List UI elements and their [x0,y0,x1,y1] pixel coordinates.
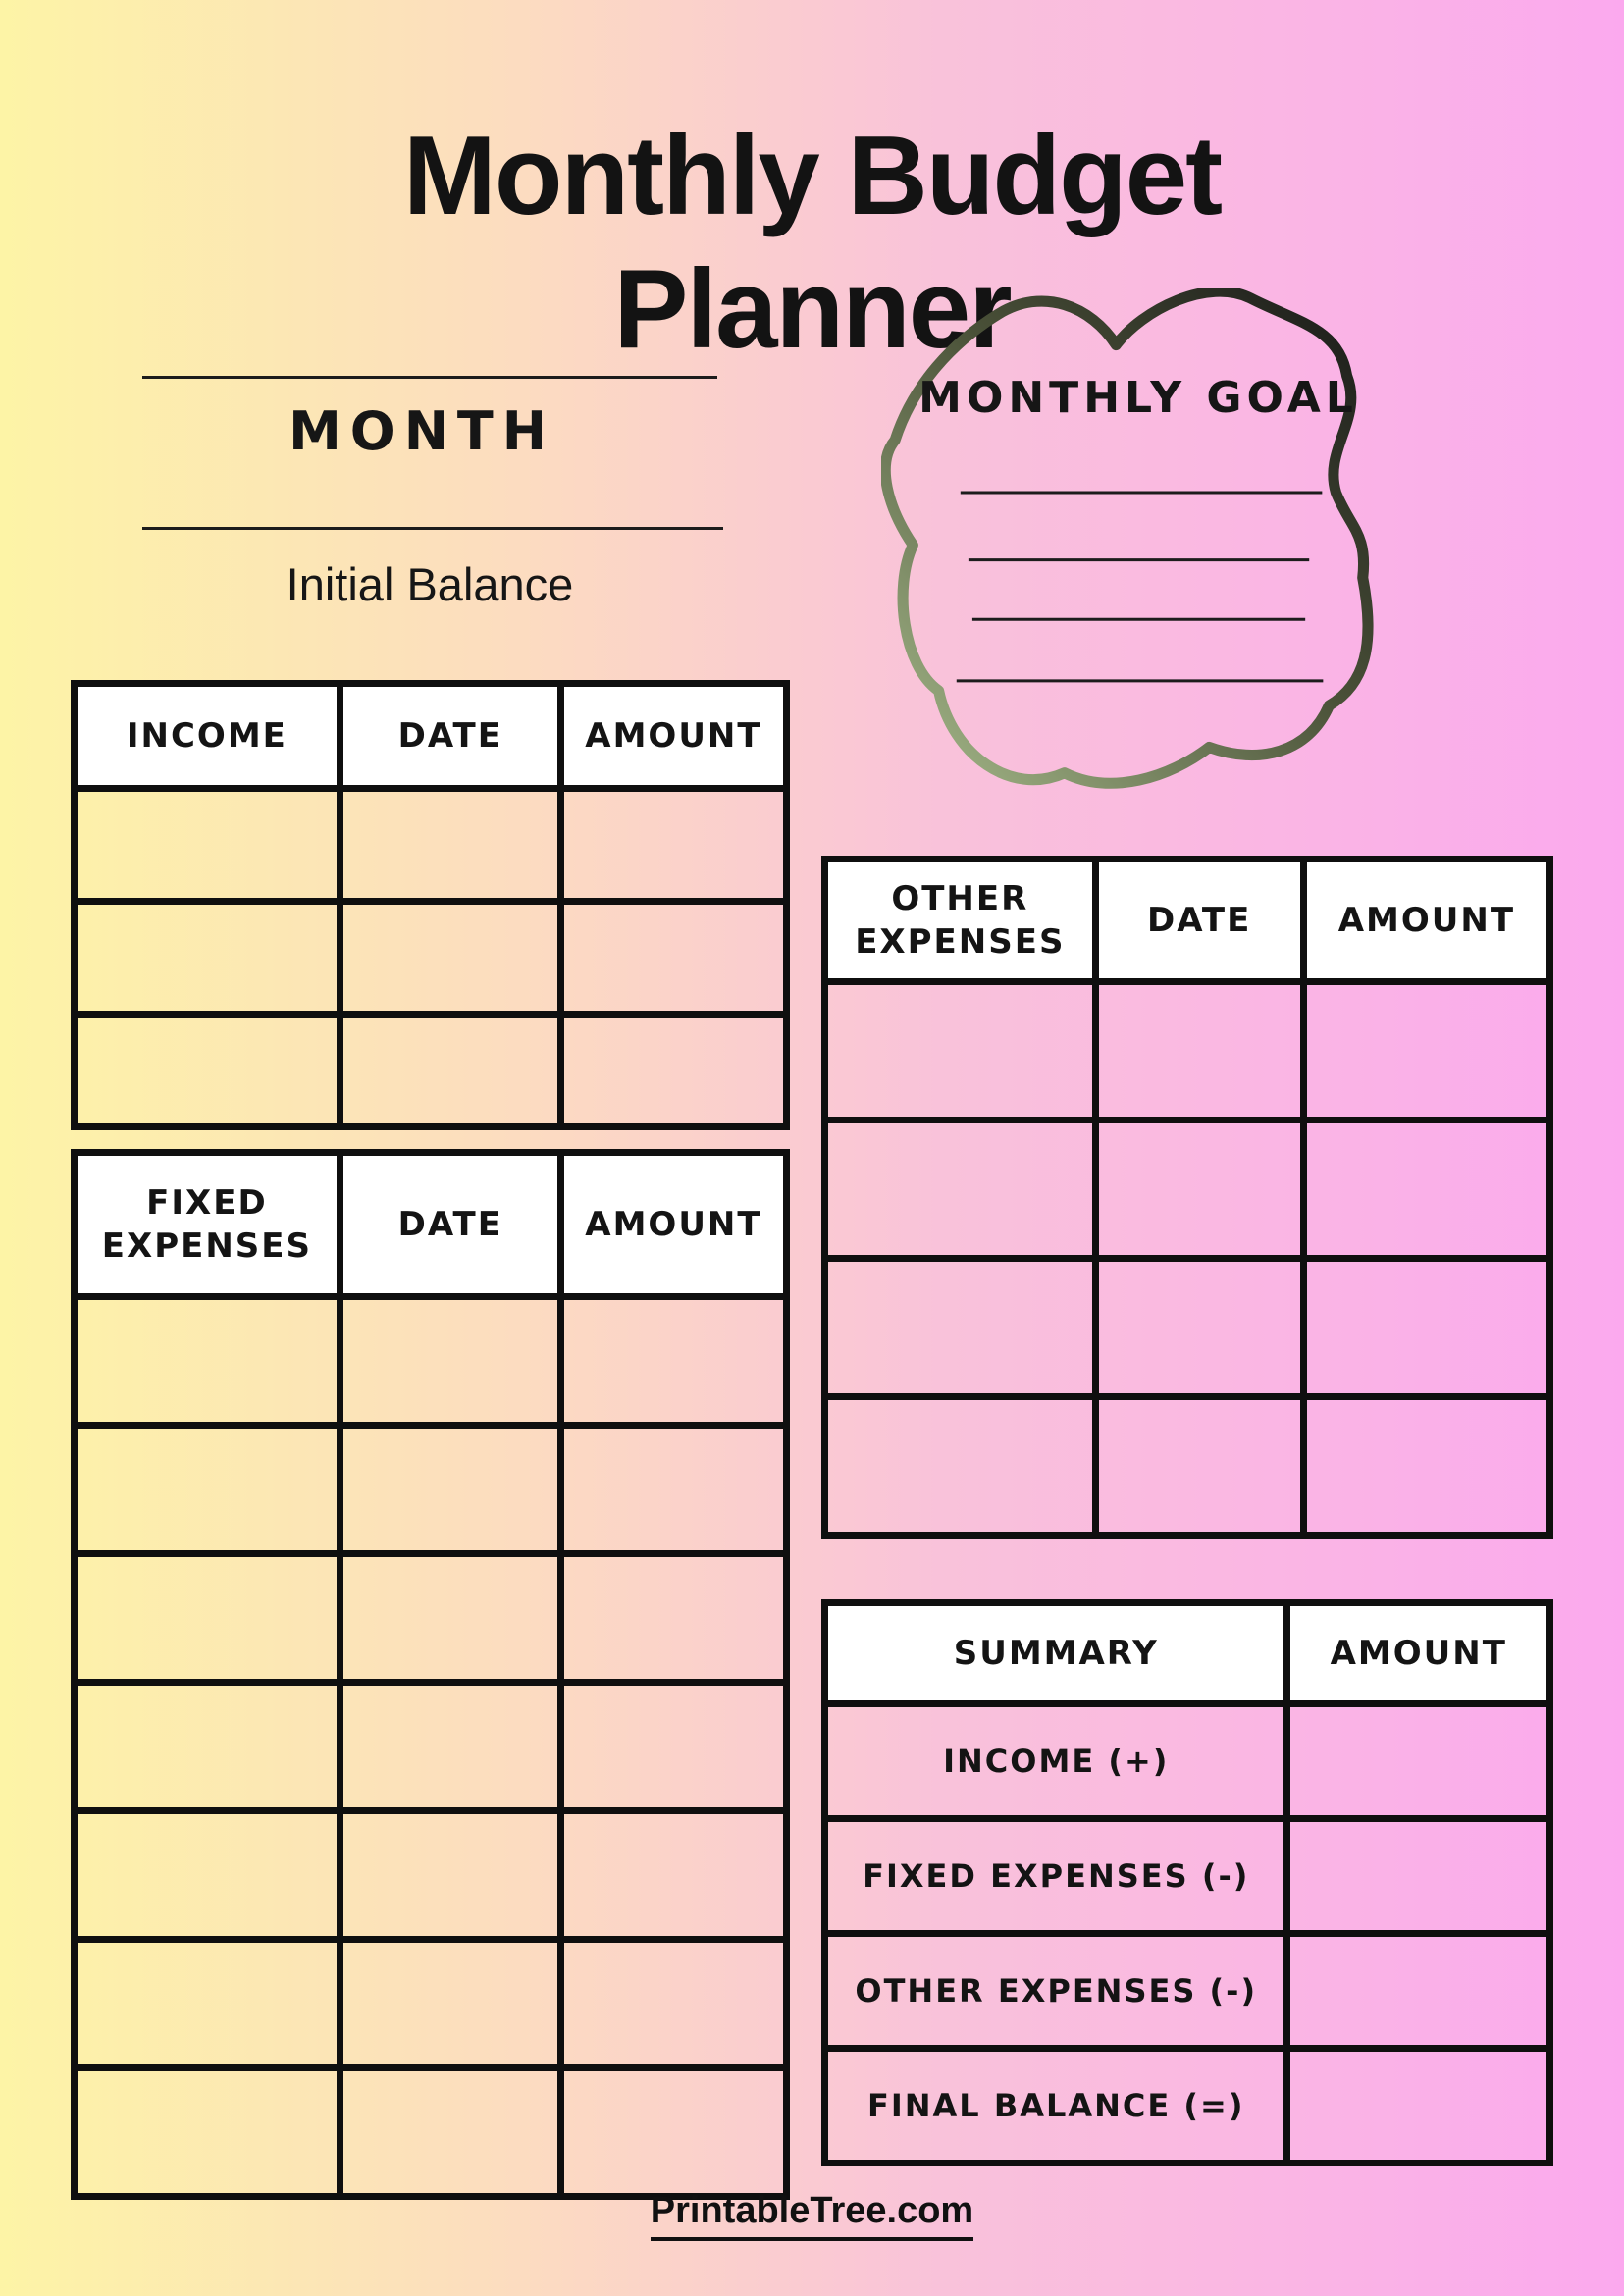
blank-cell [1299,1393,1554,1539]
blank-cell [71,1293,343,1429]
blank-cell [336,1422,564,1557]
date-header: DATE [336,1149,564,1300]
blank-cell [556,1679,791,1814]
page-title-line1: Monthly Budget [402,114,1223,238]
other-expenses-table: OTHER EXPENSES DATE AMOUNT [821,856,1554,1539]
table-row: FIXED EXPENSES (-) [820,1815,1553,1937]
table-row: OTHER EXPENSES (-) [820,1930,1553,2052]
amount-header: AMOUNT [1283,1599,1553,1707]
table-row [71,2064,791,2200]
amount-header: AMOUNT [556,1149,791,1300]
table-row [71,1807,791,1943]
blank-cell [71,1807,343,1943]
blank-cell [556,785,791,905]
income-header: INCOME [71,680,343,792]
blank-cell [556,1011,791,1130]
blank-cell [1283,1815,1553,1937]
blank-cell [556,1550,791,1686]
amount-header: AMOUNT [556,680,791,792]
blank-cell [556,1293,791,1429]
blank-cell [556,898,791,1018]
initial-balance-label: Initial Balance [286,558,574,610]
monthly-goal-blob [881,288,1374,789]
table-row [71,898,791,1018]
other-expenses-header: OTHER EXPENSES [821,856,1099,985]
summary-row-label: FINAL BALANCE (=) [820,2045,1291,2166]
table-row: INCOME (+) [820,1700,1553,1822]
blank-cell [1091,1393,1307,1539]
page-title: Monthly Budget Planner [0,110,1624,377]
footer: PrintableTree.com [0,2190,1624,2241]
blank-cell [821,1255,1099,1400]
other-expenses-header-row: OTHER EXPENSES DATE AMOUNT [821,856,1554,985]
table-row [71,1293,791,1429]
blank-cell [1299,1117,1554,1262]
blank-cell [1091,1117,1307,1262]
blank-cell [336,785,564,905]
blank-cell [71,1936,343,2071]
blank-cell [1283,1700,1553,1822]
footer-site-link[interactable]: PrintableTree.com [650,2190,974,2241]
blank-cell [821,1393,1099,1539]
blank-cell [71,1679,343,1814]
table-row [71,1936,791,2071]
table-row [71,1011,791,1130]
blank-cell [71,1422,343,1557]
table-row [821,1117,1554,1262]
blank-cell [1091,978,1307,1123]
fixed-expenses-header-row: FIXED EXPENSES DATE AMOUNT [71,1149,791,1300]
blank-cell [71,785,343,905]
blank-cell [556,1807,791,1943]
blank-cell [71,1550,343,1686]
blank-cell [336,898,564,1018]
goal-blob-outline [881,288,1374,789]
table-row [821,1255,1554,1400]
summary-row-label: OTHER EXPENSES (-) [820,1930,1291,2052]
blank-cell [1299,978,1554,1123]
blank-cell [556,2064,791,2200]
blank-cell [1283,2045,1553,2166]
blank-cell [821,1117,1099,1262]
blank-cell [556,1936,791,2071]
month-blank-line [142,376,717,379]
income-table: INCOME DATE AMOUNT [71,680,791,1130]
blank-cell [821,978,1099,1123]
table-row [821,1393,1554,1539]
summary-header-row: SUMMARY AMOUNT [820,1599,1553,1707]
fixed-expenses-table: FIXED EXPENSES DATE AMOUNT [71,1149,791,2200]
blank-cell [1283,1930,1553,2052]
blank-cell [1299,1255,1554,1400]
blank-cell [336,1011,564,1130]
date-header: DATE [1091,856,1307,985]
table-row: FINAL BALANCE (=) [820,2045,1553,2166]
summary-header: SUMMARY [820,1599,1291,1707]
initial-balance-blank-line [142,527,723,530]
blank-cell [1091,1255,1307,1400]
summary-row-label: FIXED EXPENSES (-) [820,1815,1291,1937]
blank-cell [336,1293,564,1429]
blank-cell [336,1936,564,2071]
blank-cell [71,898,343,1018]
month-label: MONTH [288,400,555,462]
table-row [71,1422,791,1557]
table-row [71,1550,791,1686]
blank-cell [336,1679,564,1814]
summary-table: SUMMARY AMOUNT INCOME (+) FIXED EXPENSES… [820,1599,1553,2166]
blank-cell [71,2064,343,2200]
blank-cell [336,1550,564,1686]
blank-cell [336,2064,564,2200]
amount-header: AMOUNT [1299,856,1554,985]
table-row [71,1679,791,1814]
monthly-goal-title: MONTHLY GOAL [918,373,1358,423]
date-header: DATE [336,680,564,792]
fixed-expenses-header: FIXED EXPENSES [71,1149,343,1300]
table-row [821,978,1554,1123]
blank-cell [336,1807,564,1943]
blank-cell [556,1422,791,1557]
blank-cell [71,1011,343,1130]
summary-row-label: INCOME (+) [820,1700,1291,1822]
income-header-row: INCOME DATE AMOUNT [71,680,791,792]
table-row [71,785,791,905]
